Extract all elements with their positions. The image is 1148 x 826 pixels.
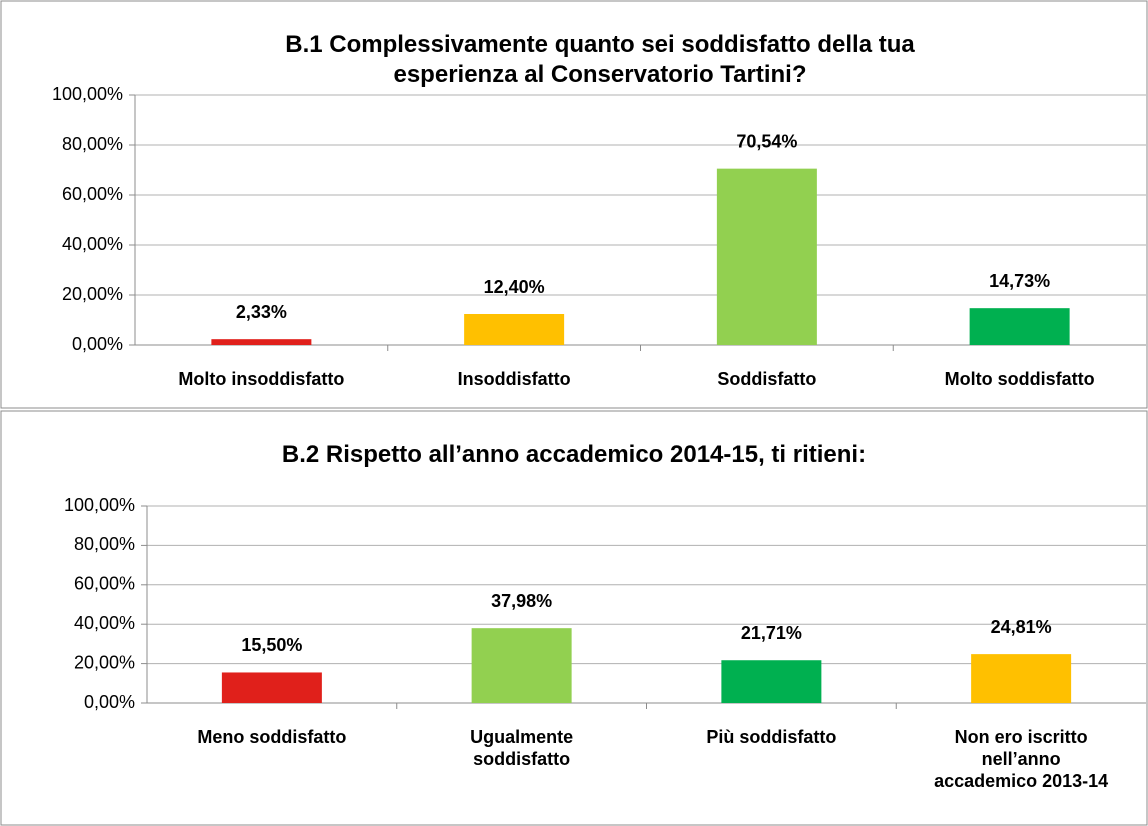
x-tick-label: Non ero iscritto nell’anno accademico 20… bbox=[934, 727, 1109, 791]
x-tick-label: Molto soddisfatto bbox=[944, 369, 1095, 389]
y-tick-label: 80,00% bbox=[74, 534, 135, 554]
value-label: 37,98% bbox=[491, 591, 552, 611]
x-tick-label: Molto insoddisfatto bbox=[178, 369, 345, 389]
y-tick-label: 0,00% bbox=[84, 692, 135, 712]
bar bbox=[211, 339, 312, 345]
chart-title: B.1 Complessivamente quanto sei soddisfa… bbox=[285, 31, 915, 88]
x-tick-label: Ugualmente soddisfatto bbox=[470, 727, 574, 769]
bar bbox=[969, 308, 1070, 345]
y-tick-label: 0,00% bbox=[72, 334, 123, 354]
value-label: 70,54% bbox=[736, 131, 797, 151]
bar bbox=[221, 672, 322, 703]
value-label: 24,81% bbox=[991, 617, 1052, 637]
x-tick-label: Soddisfatto bbox=[717, 369, 817, 389]
y-tick-label: 60,00% bbox=[74, 574, 135, 594]
bar bbox=[721, 660, 822, 703]
x-tick-label: Meno soddisfatto bbox=[197, 727, 347, 747]
y-tick-label: 100,00% bbox=[64, 495, 135, 515]
chart-border bbox=[0, 0, 1148, 409]
bar bbox=[471, 628, 572, 703]
chart-border bbox=[0, 410, 1148, 826]
value-label: 21,71% bbox=[741, 623, 802, 643]
bar bbox=[716, 168, 817, 345]
x-tick-label: Più soddisfatto bbox=[706, 727, 837, 747]
bar bbox=[464, 314, 565, 345]
value-label: 15,50% bbox=[241, 635, 302, 655]
chart-title: B.2 Rispetto all’anno accademico 2014-15… bbox=[281, 441, 867, 468]
x-tick-label: Insoddisfatto bbox=[457, 369, 571, 389]
value-label: 2,33% bbox=[236, 302, 287, 322]
y-tick-label: 20,00% bbox=[62, 284, 123, 304]
y-tick-label: 100,00% bbox=[52, 84, 123, 104]
y-tick-label: 40,00% bbox=[74, 613, 135, 633]
bar bbox=[971, 654, 1072, 703]
value-label: 12,40% bbox=[484, 277, 545, 297]
y-tick-label: 60,00% bbox=[62, 184, 123, 204]
value-label: 14,73% bbox=[989, 271, 1050, 291]
y-tick-label: 40,00% bbox=[62, 234, 123, 254]
y-tick-label: 80,00% bbox=[62, 134, 123, 154]
y-tick-label: 20,00% bbox=[74, 652, 135, 672]
